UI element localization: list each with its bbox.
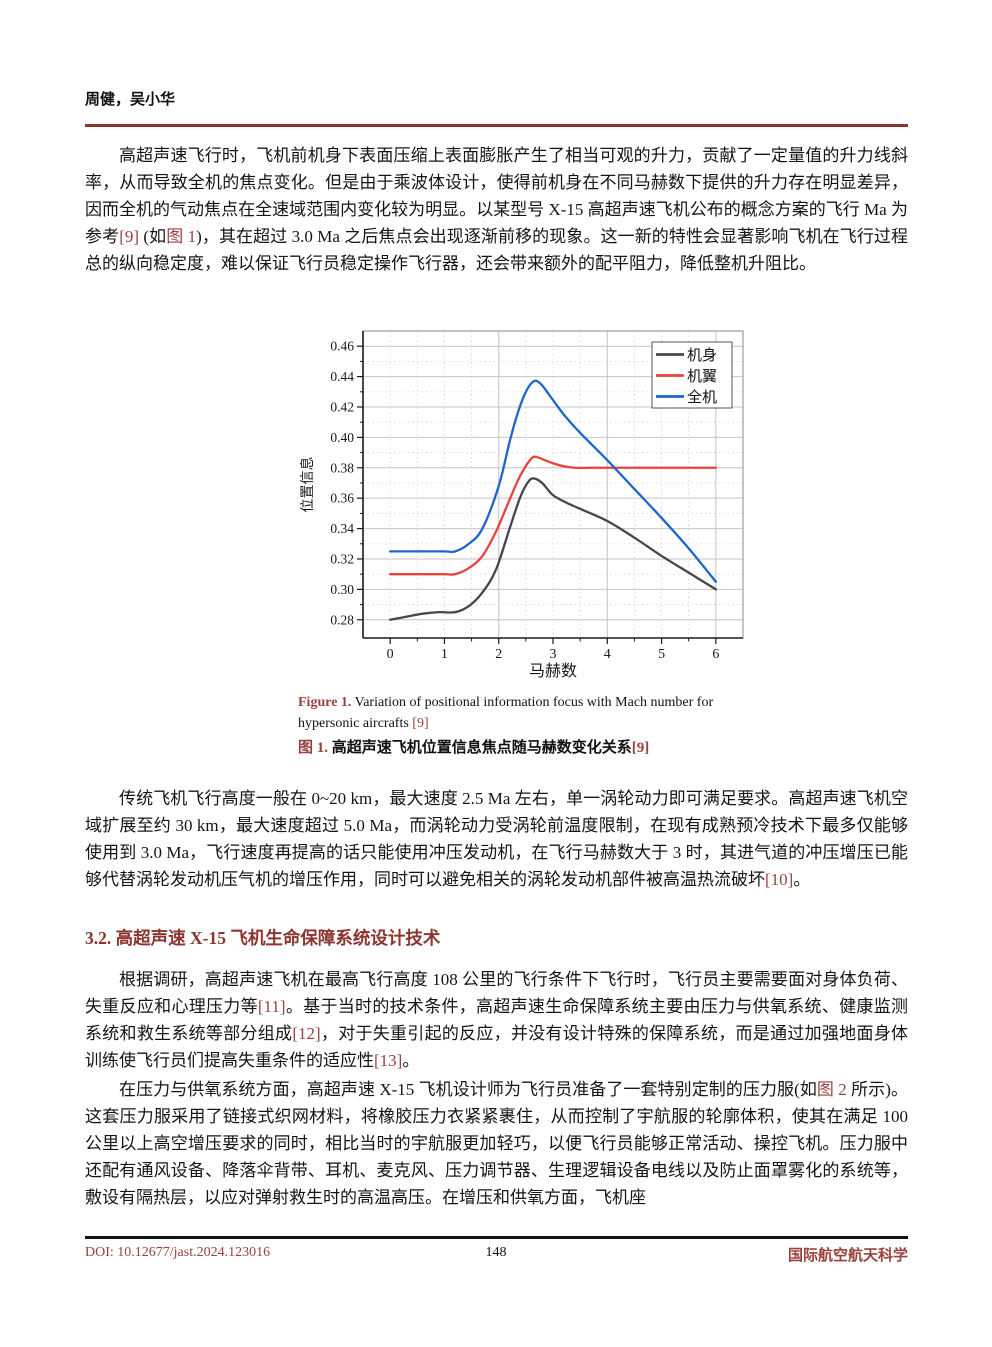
x-tick-label: 3 (550, 647, 557, 662)
footer-journal-name: 国际航空航天科学 (787, 1248, 908, 1264)
x-tick-label: 5 (658, 647, 665, 662)
legend-label: 全机 (687, 388, 717, 406)
reference-link[interactable]: [11] (257, 997, 286, 1016)
reference-link[interactable]: [9] (412, 716, 429, 731)
reference-link[interactable]: 图 2 (816, 1080, 847, 1099)
paragraph-pressure-suit: 在压力与供氧系统方面，高超声速 X-15 飞机设计师为飞行员准备了一套特别定制的… (85, 1076, 908, 1211)
text-run: (如 (139, 227, 167, 246)
legend-label: 机翼 (687, 368, 717, 385)
footer-doi[interactable]: DOI: 10.12677/jast.2024.123016 (85, 1245, 271, 1260)
section-heading-3-2: 3.2. 高超声速 X-15 飞机生命保障系统设计技术 (85, 928, 441, 948)
y-tick-label: 0.36 (330, 491, 354, 506)
text-run: 在压力与供氧系统方面，高超声速 X-15 飞机设计师为飞行员准备了一套特别定制的… (119, 1080, 817, 1099)
y-tick-label: 0.46 (330, 339, 354, 354)
series-机身 (388, 477, 718, 621)
y-tick-label: 0.32 (330, 551, 354, 566)
text-run: 。 (402, 1051, 420, 1070)
reference-link[interactable]: [9] (119, 227, 140, 246)
text-run: 高超声速飞行时，飞机前机身下表面压缩上表面膨胀产生了相当可观的升力，贡献了一定量… (85, 146, 908, 246)
text-run: Variation of positional information focu… (298, 695, 714, 731)
y-tick-label: 0.34 (330, 521, 354, 536)
caption-label: Figure 1. (298, 695, 352, 710)
reference-link[interactable]: [10] (765, 870, 794, 889)
caption-label: 图 1. (298, 740, 329, 756)
y-axis-title: 位置信息 (300, 457, 316, 513)
y-tick-label: 0.42 (330, 399, 354, 414)
x-tick-label: 6 (712, 647, 719, 662)
page-header-authors: 周健，吴小华 (85, 92, 176, 108)
reference-link[interactable]: 图 1 (166, 227, 197, 246)
x-axis-title: 马赫数 (529, 662, 577, 680)
y-tick-label: 0.44 (330, 369, 354, 384)
paragraph-focus-variation: 高超声速飞行时，飞机前机身下表面压缩上表面膨胀产生了相当可观的升力，贡献了一定量… (85, 142, 908, 277)
text-run: 所示)。这套压力服采用了链接式织网材料，将橡胶压力衣紧紧裹住，从而控制了宇航服的… (85, 1080, 908, 1207)
x-tick-label: 4 (604, 647, 611, 662)
line-chart-focus-vs-mach: 0 1 2 3 4 5 6 0.28 0.30 0.32 0.34 0.36 0.38 0.40 0.42 0… (299, 330, 744, 680)
x-tick-label: 0 (387, 647, 394, 662)
figure-caption-english: Figure 1. Variation of positional inform… (298, 692, 770, 734)
text-run: 高超声速飞机位置信息焦点随马赫数变化关系 (328, 740, 632, 756)
paragraph-life-support-survey: 根据调研，高超声速飞机在最高飞行高度 108 公里的飞行条件下飞行时，飞行员主要… (85, 966, 908, 1074)
series-全机 (388, 379, 718, 583)
text-run: 根据调研，高超声速飞机在最高飞行高度 108 公里的飞行条件下飞行时，飞行员主要… (85, 970, 908, 1016)
reference-link[interactable]: [9] (631, 740, 650, 756)
text-run: ，对于失重引起的反应，并没有设计特殊的保障系统，而是通过加强地面身体训练使飞行员… (85, 1024, 909, 1070)
paragraph-flight-envelope: 传统飞机飞行高度一般在 0~20 km，最大速度 2.5 Ma 左右，单一涡轮动… (85, 785, 908, 893)
y-tick-label: 0.38 (330, 460, 354, 475)
footer-rule (85, 1236, 908, 1239)
x-tick-label: 2 (495, 647, 502, 662)
figure-1: 0 1 2 3 4 5 6 0.28 0.30 0.32 0.34 0.36 0.38 0.40 0.42 0… (299, 328, 760, 690)
text-run: 。基于当时的技术条件，高超声速生命保障系统主要由压力与供氧系统、健康监测系统和救… (85, 997, 908, 1043)
header-rule (85, 124, 908, 127)
series-机翼 (388, 455, 718, 576)
reference-link[interactable]: [13] (374, 1051, 403, 1070)
y-tick-label: 0.30 (330, 582, 354, 597)
y-tick-label: 0.40 (330, 430, 354, 445)
figure-caption-chinese: 图 1. 高超声速飞机位置信息焦点随马赫数变化关系[9] (298, 736, 770, 757)
legend-label: 机身 (687, 347, 717, 364)
footer-page-number: 148 (485, 1245, 507, 1260)
y-tick-label: 0.28 (330, 612, 354, 627)
text-run: )，其在超过 3.0 Ma 之后焦点会出现逐渐前移的现象。这一新的特性会显著影响… (85, 227, 909, 273)
reference-link[interactable]: [12] (292, 1024, 321, 1043)
text-run: 传统飞机飞行高度一般在 0~20 km，最大速度 2.5 Ma 左右，单一涡轮动… (85, 789, 908, 889)
x-tick-label: 1 (441, 647, 448, 662)
text-run: 。 (793, 870, 811, 889)
